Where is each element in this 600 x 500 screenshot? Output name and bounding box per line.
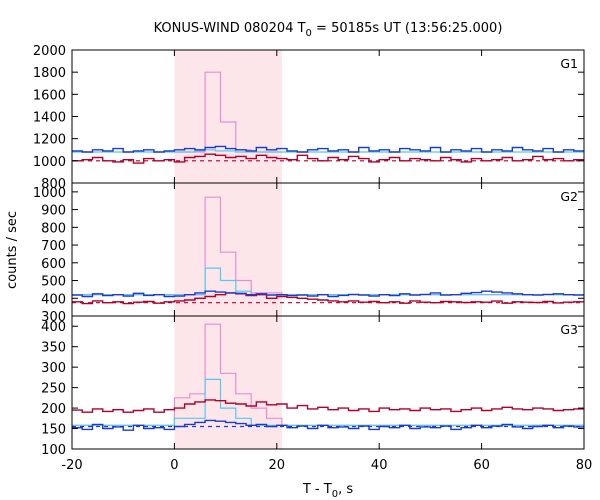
y-tick-label: 150	[41, 423, 66, 438]
panel-label: G1	[560, 56, 578, 71]
series-blue-line	[72, 419, 584, 431]
y-tick-label: 900	[41, 204, 66, 219]
y-tick-label: 800	[41, 177, 66, 192]
y-tick-label: 1600	[33, 88, 66, 103]
x-tick-label: 80	[576, 458, 593, 473]
highlight-interval	[174, 50, 282, 183]
series-cyan-line	[72, 267, 584, 296]
series-red-line	[72, 153, 584, 164]
y-tick-label: 800	[41, 221, 66, 236]
highlight-interval	[174, 316, 282, 449]
y-tick-label: 250	[41, 382, 66, 397]
series-cyan-line	[72, 378, 584, 426]
series-blue-line	[72, 290, 584, 298]
panel-g3: 100 150 200 250 300 350 400 G3	[41, 315, 585, 458]
y-tick-label: 400	[41, 320, 66, 335]
panel-g2: 300 400 500 600 700 800 900 1000 G2	[33, 182, 585, 325]
y-tick-label: 2000	[33, 44, 66, 59]
y-tick-label: 500	[41, 275, 66, 290]
highlight-interval	[174, 183, 282, 316]
x-axis-label: T - T0, s	[302, 482, 353, 500]
y-axis-label: counts / sec	[5, 211, 20, 289]
x-tick-label: 60	[473, 458, 490, 473]
x-tick-label: 0	[170, 458, 178, 473]
y-tick-label: 100	[41, 443, 66, 458]
x-axis-label-subscript: 0	[332, 489, 338, 500]
x-tick-label: 20	[269, 458, 286, 473]
chart-title-main: KONUS-WIND 080204 T	[154, 21, 306, 36]
x-axis-label-rest: , s	[338, 482, 353, 497]
chart-title-rest: = 50185s UT (13:56:25.000)	[312, 21, 502, 36]
y-tick-label: 350	[41, 341, 66, 356]
series-red-line	[72, 399, 584, 413]
series-pink-line	[72, 196, 584, 296]
panel-g1: 800 1000 1200 1400 1600 1800 2000 G1	[33, 44, 585, 192]
y-tick-label: 1000	[33, 155, 66, 170]
y-tick-label: 300	[41, 310, 66, 325]
panel-frame	[71, 315, 585, 450]
y-tick-label: 1800	[33, 66, 66, 81]
x-axis-label-main: T - T	[302, 482, 332, 497]
x-tick-label: -20	[61, 458, 82, 473]
y-tick-label: 300	[41, 361, 66, 376]
y-tick-label: 200	[41, 402, 66, 417]
chart-title: KONUS-WIND 080204 T0 = 50185s UT (13:56:…	[154, 21, 503, 39]
chart-title-subscript: 0	[306, 28, 312, 39]
y-tick-label: 1400	[33, 111, 66, 126]
y-tick-label: 1000	[33, 186, 66, 201]
series-pink-line	[72, 323, 584, 426]
panel-label: G2	[560, 189, 578, 204]
y-tick-label: 1200	[33, 133, 66, 148]
y-tick-label: 400	[41, 292, 66, 307]
series-red-line	[72, 292, 584, 305]
y-tick-label: 600	[41, 257, 66, 272]
panel-frame	[71, 49, 585, 184]
panel-label: G3	[560, 322, 578, 337]
y-tick-label: 700	[41, 239, 66, 254]
series-blue-line	[72, 145, 584, 153]
x-tick-label: 40	[371, 458, 388, 473]
plot-panels: 800100012001400160018002000G130040050060…	[33, 44, 592, 473]
